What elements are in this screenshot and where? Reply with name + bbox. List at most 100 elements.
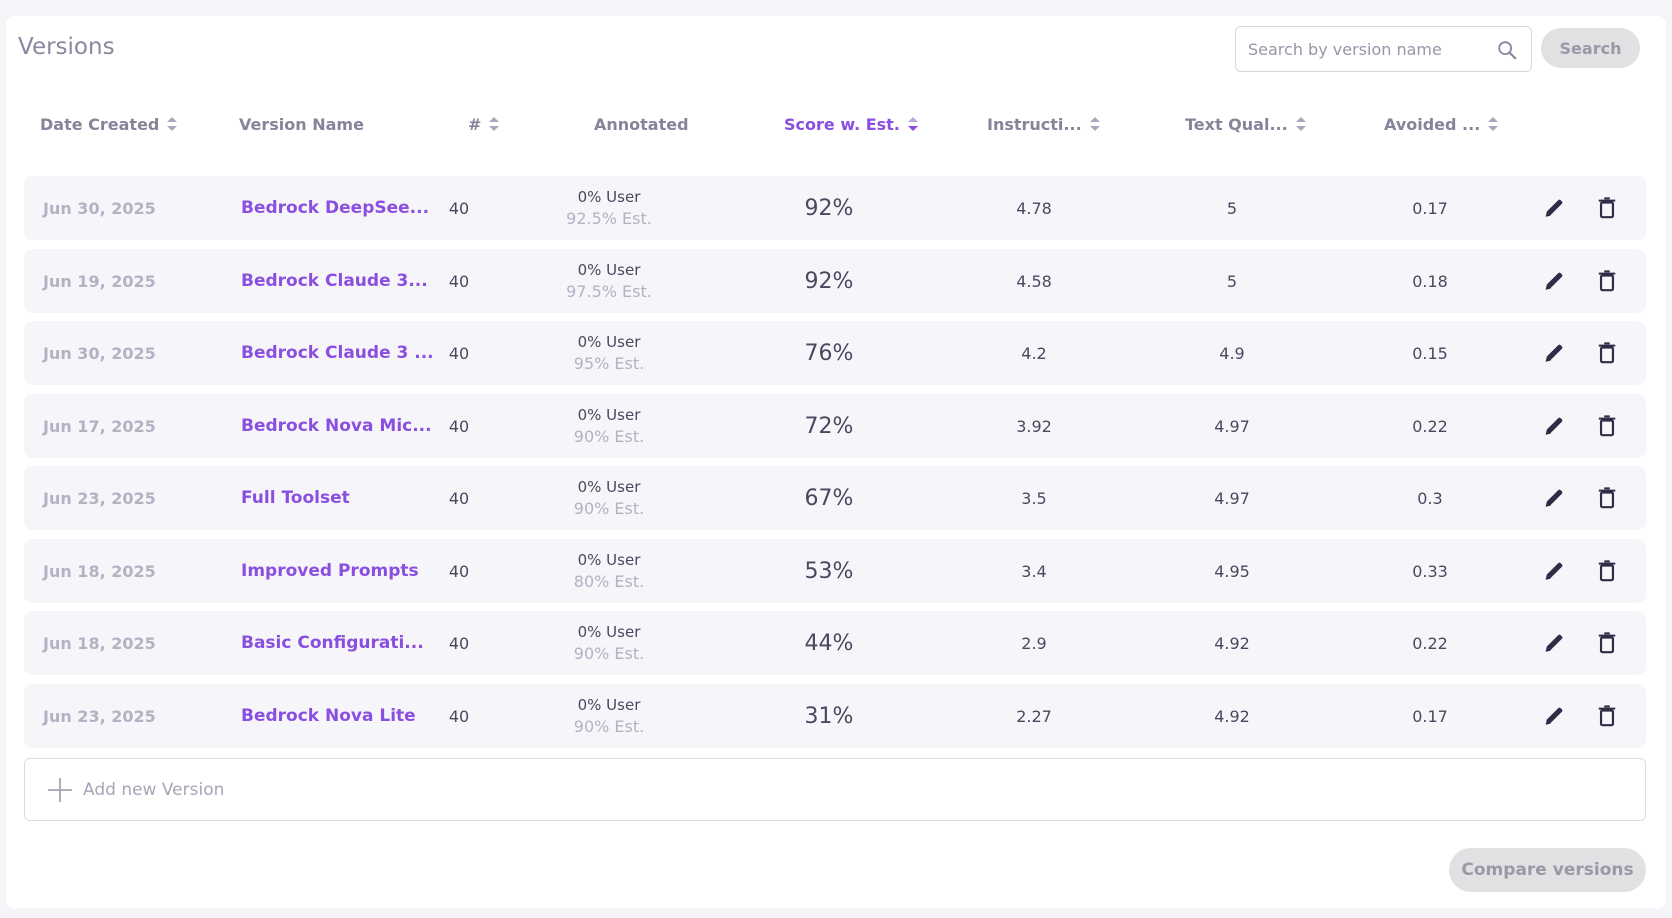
column-header-date-created[interactable]: Date Created: [40, 104, 178, 144]
sample-count: 40: [448, 416, 470, 436]
score-value: 31%: [804, 703, 854, 729]
trash-icon[interactable]: [1592, 394, 1622, 458]
table-header: Date Created Version Name # Annotated Sc…: [18, 104, 1648, 144]
pencil-icon[interactable]: [1539, 176, 1569, 240]
table-row[interactable]: Jun 18, 2025 Basic Configurati... 40 0% Use…: [24, 611, 1646, 675]
compare-versions-button[interactable]: Compare versions: [1449, 848, 1646, 892]
sample-count: 40: [448, 561, 470, 581]
annotated-cell: 0% User 92.5% Est.: [544, 176, 674, 240]
date-created: Jun 18, 2025: [43, 633, 156, 653]
version-name-link[interactable]: Bedrock Nova Lite: [241, 706, 416, 726]
version-name-link[interactable]: Improved Prompts: [241, 561, 419, 581]
sort-icon[interactable]: [1295, 116, 1306, 132]
pencil-icon[interactable]: [1539, 611, 1569, 675]
trash-icon[interactable]: [1592, 176, 1622, 240]
instruction-value: 4.2: [1021, 343, 1047, 363]
date-created: Jun 19, 2025: [43, 271, 156, 291]
annotated-cell: 0% User 97.5% Est.: [544, 249, 674, 313]
sort-icon[interactable]: [907, 116, 918, 132]
avoided-value: 0.15: [1412, 343, 1448, 363]
annotated-user: 0% User: [577, 478, 641, 496]
annotated-user: 0% User: [577, 261, 641, 279]
annotated-user: 0% User: [577, 623, 641, 641]
score-value: 92%: [804, 195, 854, 221]
pencil-icon[interactable]: [1539, 684, 1569, 748]
trash-icon[interactable]: [1592, 684, 1622, 748]
instruction-value: 4.78: [1016, 198, 1052, 218]
avoided-value: 0.17: [1412, 706, 1448, 726]
plus-icon: [48, 778, 72, 802]
table-row[interactable]: Jun 23, 2025 Bedrock Nova Lite 40 0% User 90…: [24, 684, 1646, 748]
sort-icon[interactable]: [489, 116, 500, 132]
date-created: Jun 23, 2025: [43, 488, 156, 508]
search-box[interactable]: [1235, 26, 1532, 72]
sample-count: 40: [448, 633, 470, 653]
table-row[interactable]: Jun 23, 2025 Full Toolset 40 0% User 90% Est…: [24, 466, 1646, 530]
date-created: Jun 17, 2025: [43, 416, 156, 436]
trash-icon[interactable]: [1592, 249, 1622, 313]
version-name-link[interactable]: Basic Configurati...: [241, 633, 424, 653]
annotated-user: 0% User: [577, 188, 641, 206]
annotated-est: 92.5% Est.: [566, 209, 652, 228]
trash-icon[interactable]: [1592, 466, 1622, 530]
annotated-user: 0% User: [577, 696, 641, 714]
table-row[interactable]: Jun 19, 2025 Bedrock Claude 3... 40 0% User…: [24, 249, 1646, 313]
sort-icon[interactable]: [167, 116, 178, 132]
score-value: 53%: [804, 558, 854, 584]
table-row[interactable]: Jun 30, 2025 Bedrock Claude 3 ... 40 0% Use…: [24, 321, 1646, 385]
trash-icon[interactable]: [1592, 611, 1622, 675]
version-name-link[interactable]: Bedrock Claude 3 ...: [241, 343, 434, 363]
date-created: Jun 30, 2025: [43, 343, 156, 363]
pencil-icon[interactable]: [1539, 321, 1569, 385]
pencil-icon[interactable]: [1539, 394, 1569, 458]
avoided-value: 0.17: [1412, 198, 1448, 218]
column-header-instruction[interactable]: Instructi...: [987, 104, 1100, 144]
version-name-link[interactable]: Full Toolset: [241, 488, 350, 508]
date-created: Jun 30, 2025: [43, 198, 156, 218]
score-value: 44%: [804, 630, 854, 656]
table-row[interactable]: Jun 17, 2025 Bedrock Nova Mic... 40 0% User…: [24, 394, 1646, 458]
date-created: Jun 18, 2025: [43, 561, 156, 581]
column-header-text-quality[interactable]: Text Qual...: [1185, 104, 1306, 144]
score-value: 67%: [804, 485, 854, 511]
add-version-label: Add new Version: [83, 779, 225, 800]
pencil-icon[interactable]: [1539, 249, 1569, 313]
pencil-icon[interactable]: [1539, 466, 1569, 530]
annotated-est: 90% Est.: [573, 427, 645, 446]
pencil-icon[interactable]: [1539, 539, 1569, 603]
annotated-cell: 0% User 90% Est.: [544, 611, 674, 675]
search-icon[interactable]: [1496, 39, 1518, 61]
search-button[interactable]: Search: [1541, 28, 1640, 68]
version-name-link[interactable]: Bedrock DeepSee...: [241, 198, 430, 218]
column-header-label: Instructi...: [987, 114, 1082, 134]
column-header-label: Version Name: [239, 114, 364, 134]
column-header-label: Date Created: [40, 114, 160, 134]
annotated-cell: 0% User 95% Est.: [544, 321, 674, 385]
version-name-link[interactable]: Bedrock Nova Mic...: [241, 416, 432, 436]
search-input[interactable]: [1248, 27, 1488, 71]
sample-count: 40: [448, 706, 470, 726]
instruction-value: 2.27: [1016, 706, 1052, 726]
text-quality-value: 4.97: [1214, 416, 1250, 436]
column-header-label: Avoided ...: [1384, 114, 1481, 134]
sort-icon[interactable]: [1089, 116, 1100, 132]
sample-count: 40: [448, 343, 470, 363]
annotated-est: 90% Est.: [573, 717, 645, 736]
instruction-value: 3.4: [1021, 561, 1047, 581]
trash-icon[interactable]: [1592, 539, 1622, 603]
column-header-score[interactable]: Score w. Est.: [784, 104, 918, 144]
annotated-est: 97.5% Est.: [566, 282, 652, 301]
column-header-avoided[interactable]: Avoided ...: [1384, 104, 1499, 144]
sort-icon[interactable]: [1488, 116, 1499, 132]
annotated-cell: 0% User 90% Est.: [544, 394, 674, 458]
table-row[interactable]: Jun 18, 2025 Improved Prompts 40 0% User 80%…: [24, 539, 1646, 603]
version-name-link[interactable]: Bedrock Claude 3...: [241, 271, 428, 291]
column-header-count[interactable]: #: [468, 104, 500, 144]
annotated-user: 0% User: [577, 551, 641, 569]
annotated-est: 95% Est.: [573, 354, 645, 373]
add-version-button[interactable]: Add new Version: [24, 758, 1646, 821]
table-row[interactable]: Jun 30, 2025 Bedrock DeepSee... 40 0% User 9…: [24, 176, 1646, 240]
trash-icon[interactable]: [1592, 321, 1622, 385]
annotated-user: 0% User: [577, 406, 641, 424]
instruction-value: 4.58: [1016, 271, 1052, 291]
